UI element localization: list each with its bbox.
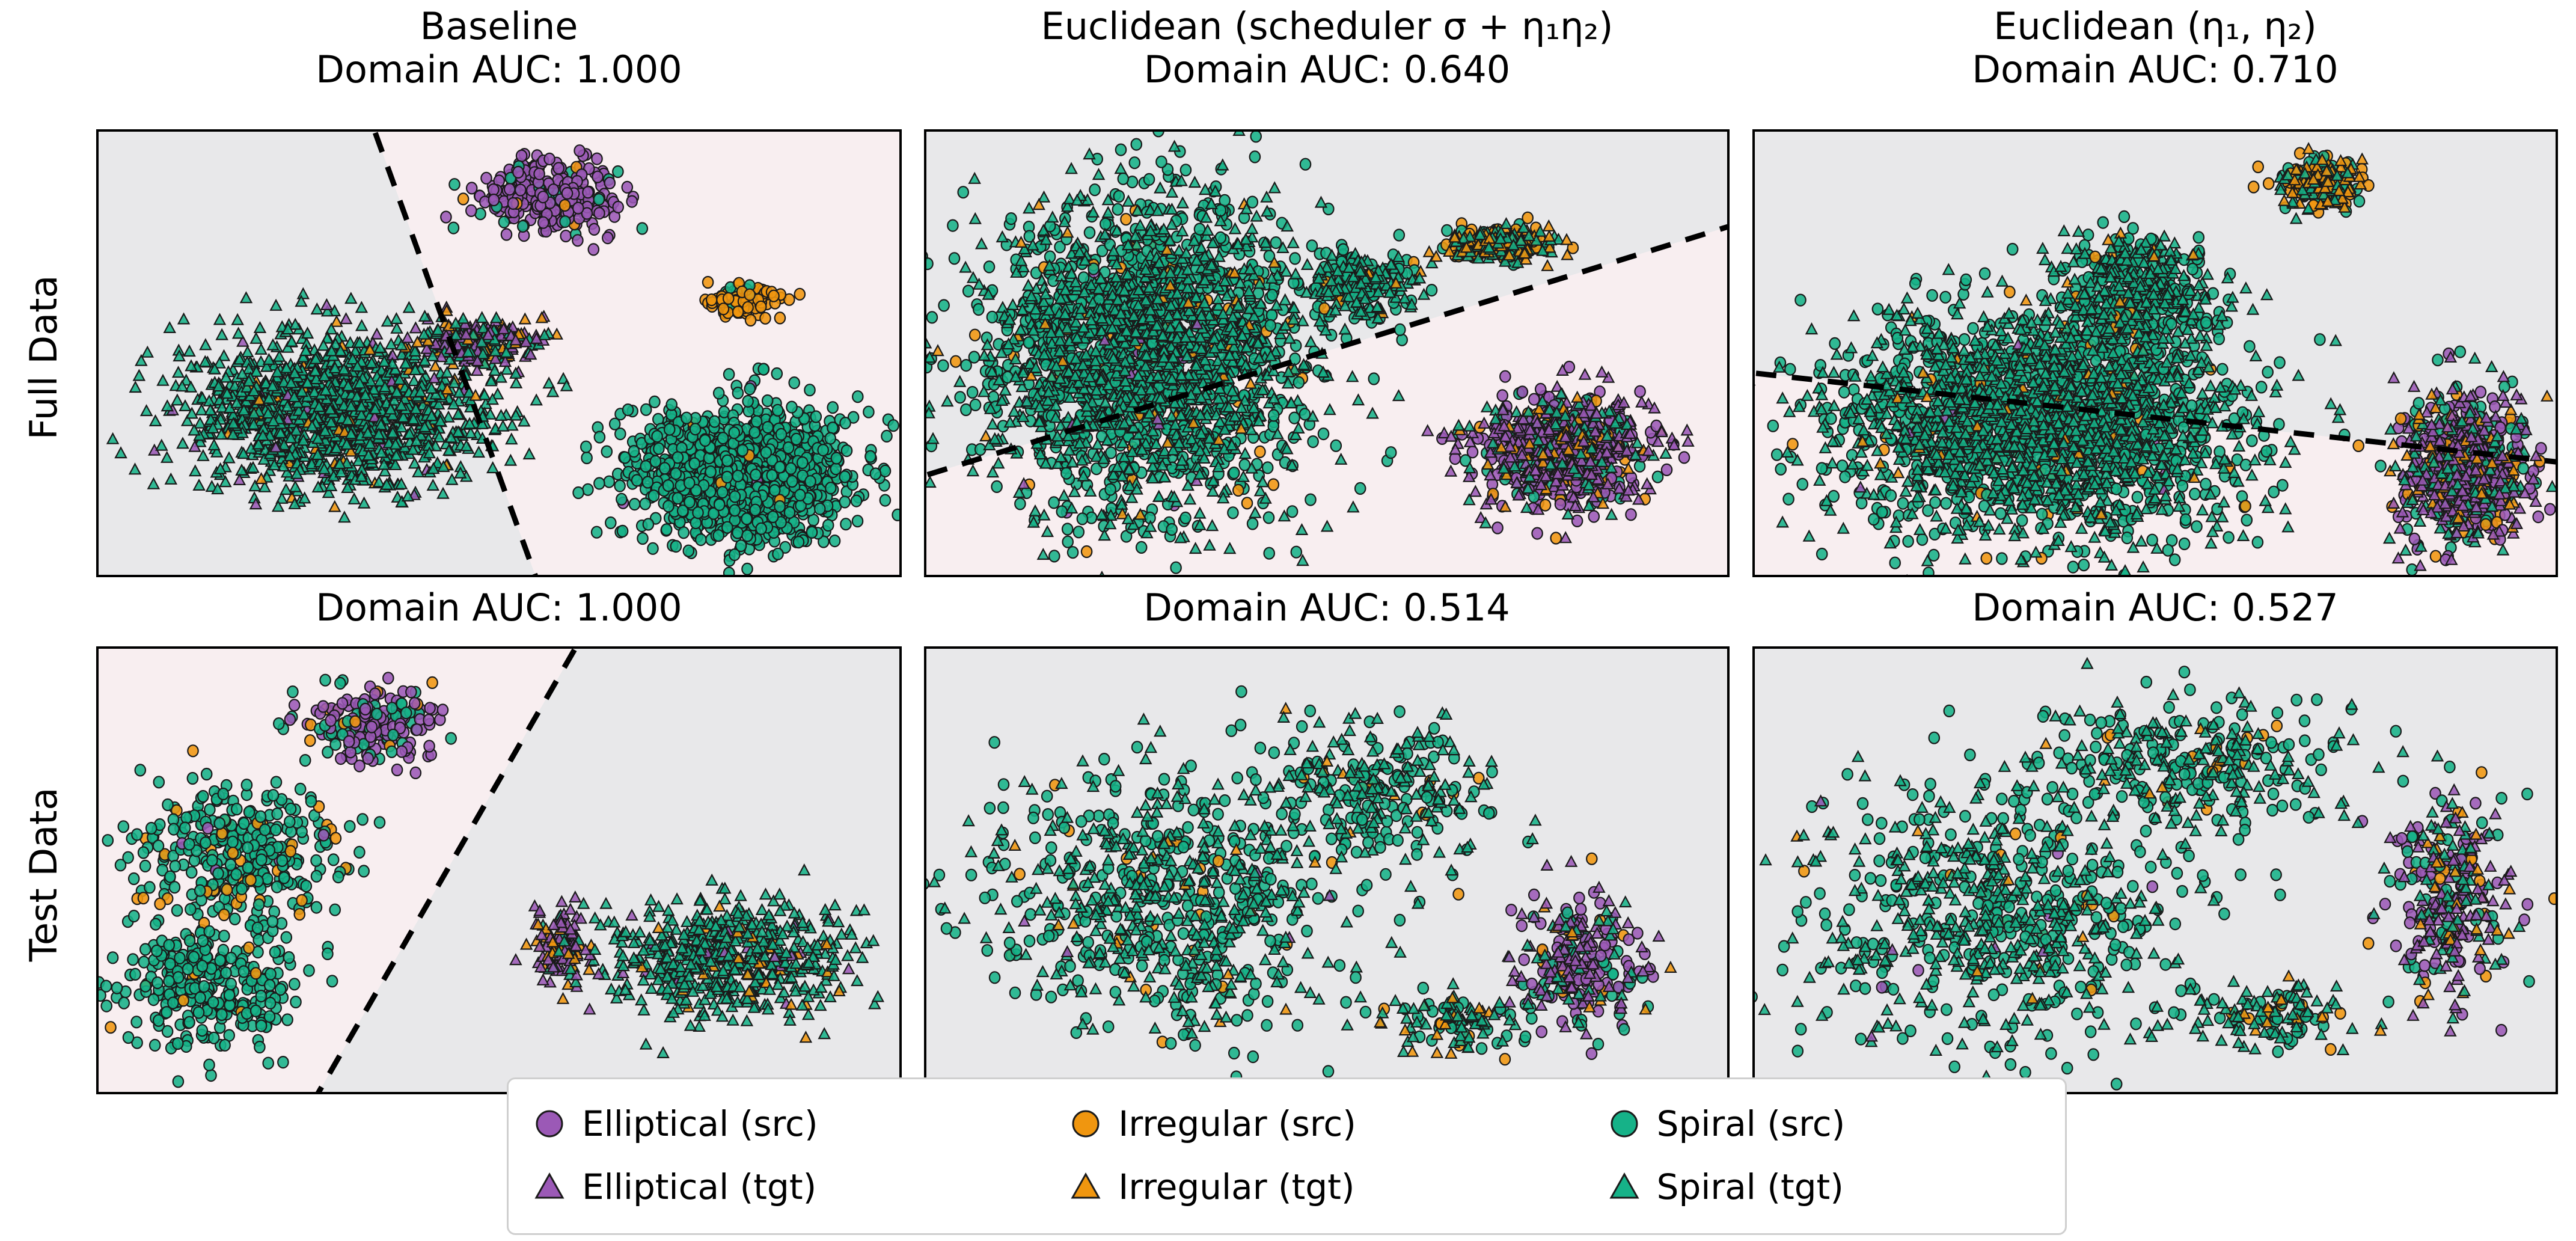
legend-item[interactable]: Irregular (tgt) <box>1069 1169 1549 1204</box>
legend-item[interactable]: Spiral (tgt) <box>1608 1169 2039 1204</box>
column-method-label: Euclidean (scheduler σ + η₁η₂) <box>1041 4 1614 48</box>
legend-triangle-marker-icon <box>1609 1172 1639 1198</box>
column-title-3: Euclidean (η₁, η₂) Domain AUC: 0.710 <box>1752 5 2558 91</box>
row-label-full-data: Full Data <box>22 275 66 440</box>
panel-title-row2-col2: Domain AUC: 0.514 <box>924 586 1730 630</box>
legend-label: Elliptical (src) <box>582 1103 818 1144</box>
panel-title-row2-col3: Domain AUC: 0.527 <box>1752 586 2558 630</box>
legend-circle-marker-icon <box>1611 1110 1638 1137</box>
legend-circle-marker-icon <box>1072 1110 1100 1137</box>
panel-auc-label: Domain AUC: 1.000 <box>316 47 682 91</box>
legend-item[interactable]: Elliptical (tgt) <box>533 1169 1011 1204</box>
scatter-panel-test-data-1[interactable] <box>96 646 902 1094</box>
column-title-2: Euclidean (scheduler σ + η₁η₂) Domain AU… <box>878 5 1776 91</box>
panel-title-row2-col1: Domain AUC: 1.000 <box>96 586 902 630</box>
legend-label: Irregular (tgt) <box>1118 1166 1355 1207</box>
column-title-1: Baseline Domain AUC: 1.000 <box>96 5 902 91</box>
legend-circle-marker-icon <box>536 1110 563 1137</box>
row-label-test-data: Test Data <box>22 787 66 962</box>
scatter-panel-test-data-2[interactable] <box>924 646 1730 1094</box>
panel-auc-label: Domain AUC: 0.710 <box>1972 47 2339 91</box>
legend-item[interactable]: Spiral (src) <box>1608 1106 2039 1141</box>
column-method-label: Euclidean (η₁, η₂) <box>1993 4 2317 48</box>
legend-item[interactable]: Irregular (src) <box>1069 1106 1549 1141</box>
legend-label: Elliptical (tgt) <box>582 1166 817 1207</box>
scatter-panel-full-data-1[interactable] <box>96 129 902 577</box>
legend-triangle-marker-icon <box>1071 1172 1101 1198</box>
legend-item[interactable]: Elliptical (src) <box>533 1106 1011 1141</box>
legend-label: Spiral (tgt) <box>1656 1166 1844 1207</box>
scatter-panel-full-data-3[interactable] <box>1752 129 2558 577</box>
scatter-panel-full-data-2[interactable] <box>924 129 1730 577</box>
legend-label: Spiral (src) <box>1656 1103 1846 1144</box>
panel-auc-label: Domain AUC: 0.640 <box>1143 47 1511 91</box>
column-method-label: Baseline <box>420 4 578 48</box>
panel-auc-label: Domain AUC: 0.514 <box>1143 586 1510 630</box>
scatter-panel-test-data-3[interactable] <box>1752 646 2558 1094</box>
legend-triangle-marker-icon <box>534 1172 564 1198</box>
legend: Elliptical (src) Irregular (src) Spiral (s… <box>507 1077 2067 1235</box>
legend-label: Irregular (src) <box>1118 1103 1356 1144</box>
panel-auc-label: Domain AUC: 0.527 <box>1972 586 2339 630</box>
panel-auc-label: Domain AUC: 1.000 <box>316 586 682 630</box>
